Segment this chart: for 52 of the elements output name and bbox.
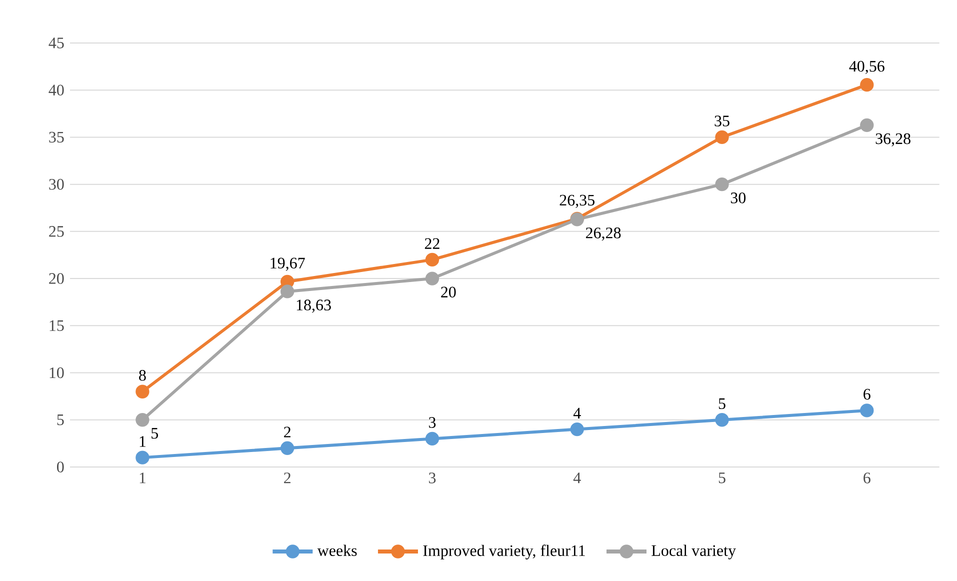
y-tick-label: 5 xyxy=(57,414,64,426)
data-label: 3 xyxy=(429,417,436,428)
data-label: 35 xyxy=(714,116,730,126)
x-tick-label: 2 xyxy=(284,472,290,484)
point xyxy=(280,441,294,455)
data-label: 6 xyxy=(864,388,870,400)
y-tick-label: 35 xyxy=(49,132,64,143)
point xyxy=(715,130,729,144)
y-tick-label: 40 xyxy=(48,84,64,96)
point xyxy=(860,118,874,132)
point xyxy=(570,422,584,436)
point xyxy=(136,413,150,427)
data-label: 22 xyxy=(424,238,440,249)
y-tick-label: 25 xyxy=(49,226,64,237)
data-label: 20 xyxy=(441,286,456,298)
point xyxy=(860,78,874,92)
y-tick-label: 0 xyxy=(57,462,64,472)
point xyxy=(425,272,440,286)
data-label: 8 xyxy=(139,370,146,381)
y-tick-label: 30 xyxy=(49,178,64,190)
data-label: 5 xyxy=(152,428,158,439)
x-tick-label: 6 xyxy=(864,472,870,484)
data-label: 36,28 xyxy=(876,133,910,146)
legend-label: Improved variety, fleur11 xyxy=(423,544,585,560)
data-label: 30 xyxy=(730,192,746,204)
x-tick-label: 3 xyxy=(429,472,436,484)
data-label: 19,67 xyxy=(270,258,305,271)
legend-label: Local variety xyxy=(652,544,736,560)
data-label: 1 xyxy=(140,436,146,447)
data-label: 26,28 xyxy=(586,228,621,241)
x-tick-label: 5 xyxy=(718,472,726,484)
point xyxy=(715,177,729,192)
point xyxy=(136,450,150,464)
data-label: 18,63 xyxy=(296,300,331,313)
point xyxy=(860,404,874,418)
point xyxy=(136,384,150,398)
point xyxy=(280,284,294,298)
y-tick-label: 20 xyxy=(49,273,64,284)
x-tick-label: 1 xyxy=(140,472,146,484)
data-label: 5 xyxy=(718,398,726,410)
point xyxy=(715,413,729,427)
point xyxy=(425,432,440,446)
legend-label: weeks xyxy=(317,544,357,556)
point xyxy=(425,252,440,267)
y-tick-label: 15 xyxy=(50,320,64,332)
data-label: 2 xyxy=(284,426,290,438)
y-tick-label: 45 xyxy=(48,38,64,48)
data-label: 26,35 xyxy=(560,194,594,208)
y-tick-label: 10 xyxy=(50,367,64,378)
x-tick-label: 4 xyxy=(573,472,581,484)
data-label: 4 xyxy=(573,408,581,418)
data-label: 40,56 xyxy=(849,60,884,74)
